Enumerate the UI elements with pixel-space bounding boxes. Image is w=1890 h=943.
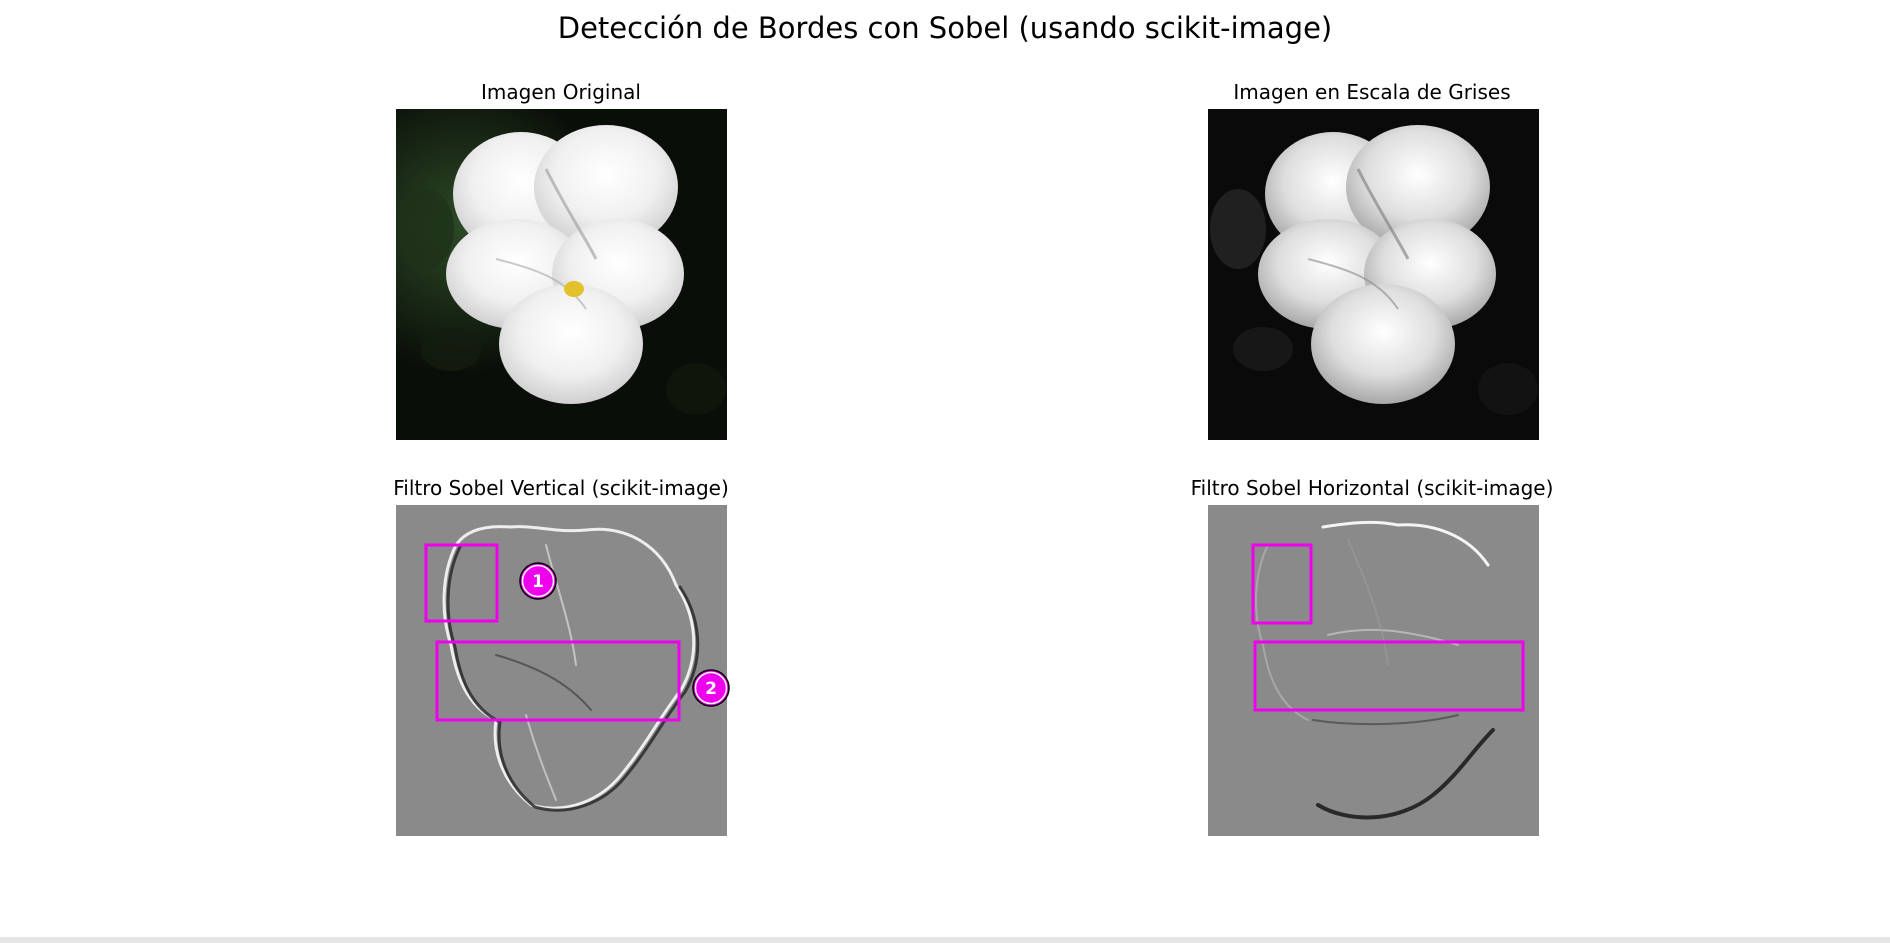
marker-1: 1: [519, 562, 557, 600]
marker-2: 2: [692, 669, 730, 707]
vertical-edge-outline: [442, 525, 700, 812]
highlight-boxes-horizontal: [1251, 543, 1525, 712]
bottom-edge-bar: [0, 937, 1890, 943]
flower-shape: [446, 125, 684, 404]
flower-shape-gray: [1258, 125, 1496, 404]
highlight-boxes-vertical: [424, 543, 681, 722]
panel-title-sobel-vertical: Filtro Sobel Vertical (scikit-image): [393, 476, 729, 500]
panel-title-original: Imagen Original: [481, 80, 641, 104]
sobel-horizontal-image: [1208, 505, 1539, 836]
marker-2-label: 2: [705, 679, 717, 699]
panel-title-sobel-horizontal: Filtro Sobel Horizontal (scikit-image): [1190, 476, 1554, 500]
panel-title-gray: Imagen en Escala de Grises: [1233, 80, 1511, 104]
horizontal-edge-outline: [1255, 520, 1495, 820]
grayscale-image: [1208, 109, 1539, 440]
marker-1-label: 1: [532, 572, 544, 592]
original-image: [396, 109, 727, 440]
highlight-box-4: [1253, 640, 1525, 712]
sobel-vertical-image: [396, 505, 727, 836]
marker-overlay: 1 2: [519, 562, 730, 707]
highlight-box-2: [435, 640, 681, 722]
highlight-box-3: [1251, 543, 1313, 625]
highlight-box-1: [424, 543, 499, 623]
figure-title: Detección de Bordes con Sobel (usando sc…: [557, 11, 1333, 45]
